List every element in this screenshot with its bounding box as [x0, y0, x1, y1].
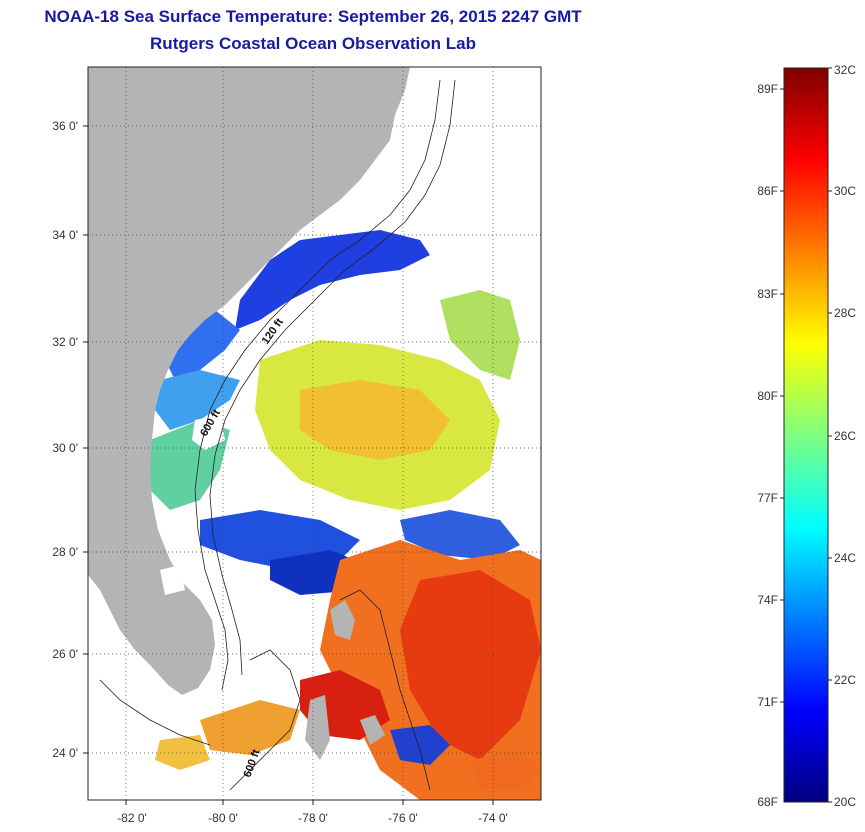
lon-label-80: -80 0': [208, 811, 238, 825]
colorbar: [783, 67, 829, 803]
lat-label-28: 28 0': [52, 545, 78, 559]
colorbar-c-20: 20C: [834, 795, 856, 809]
colorbar-f-86: 86F: [757, 184, 778, 198]
colorbar-c-30: 30C: [834, 184, 856, 198]
colorbar-c-28: 28C: [834, 306, 856, 320]
lat-label-32: 32 0': [52, 335, 78, 349]
colorbar-f-80: 80F: [757, 389, 778, 403]
colorbar-f-74: 74F: [757, 593, 778, 607]
colorbar-c-22: 22C: [834, 673, 856, 687]
colorbar-c-26: 26C: [834, 429, 856, 443]
map-frame: [87, 66, 542, 801]
lat-label-36: 36 0': [52, 119, 78, 133]
colorbar-f-71: 71F: [757, 695, 778, 709]
colorbar-f-89: 89F: [757, 82, 778, 96]
colorbar-f-68: 68F: [757, 795, 778, 809]
lat-label-24: 24 0': [52, 746, 78, 760]
tick-marks: [83, 125, 494, 805]
colorbar-f-83: 83F: [757, 287, 778, 301]
bathymetry-contours: [99, 79, 456, 791]
colorbar-c-32: 32C: [834, 63, 856, 77]
lat-label-34: 34 0': [52, 228, 78, 242]
lon-label-82: -82 0': [117, 811, 147, 825]
lat-label-30: 30 0': [52, 441, 78, 455]
map-subtitle: Rutgers Coastal Ocean Observation Lab: [150, 34, 476, 53]
lon-label-78: -78 0': [298, 811, 328, 825]
lon-label-74: -74 0': [478, 811, 508, 825]
colorbar-f-77: 77F: [757, 491, 778, 505]
colorbar-c-24: 24C: [834, 551, 856, 565]
colorbar-ticks: [780, 67, 832, 803]
lon-label-76: -76 0': [388, 811, 418, 825]
land-layer: [88, 67, 410, 760]
lat-label-26: 26 0': [52, 647, 78, 661]
map-title: NOAA-18 Sea Surface Temperature: Septemb…: [44, 7, 582, 26]
